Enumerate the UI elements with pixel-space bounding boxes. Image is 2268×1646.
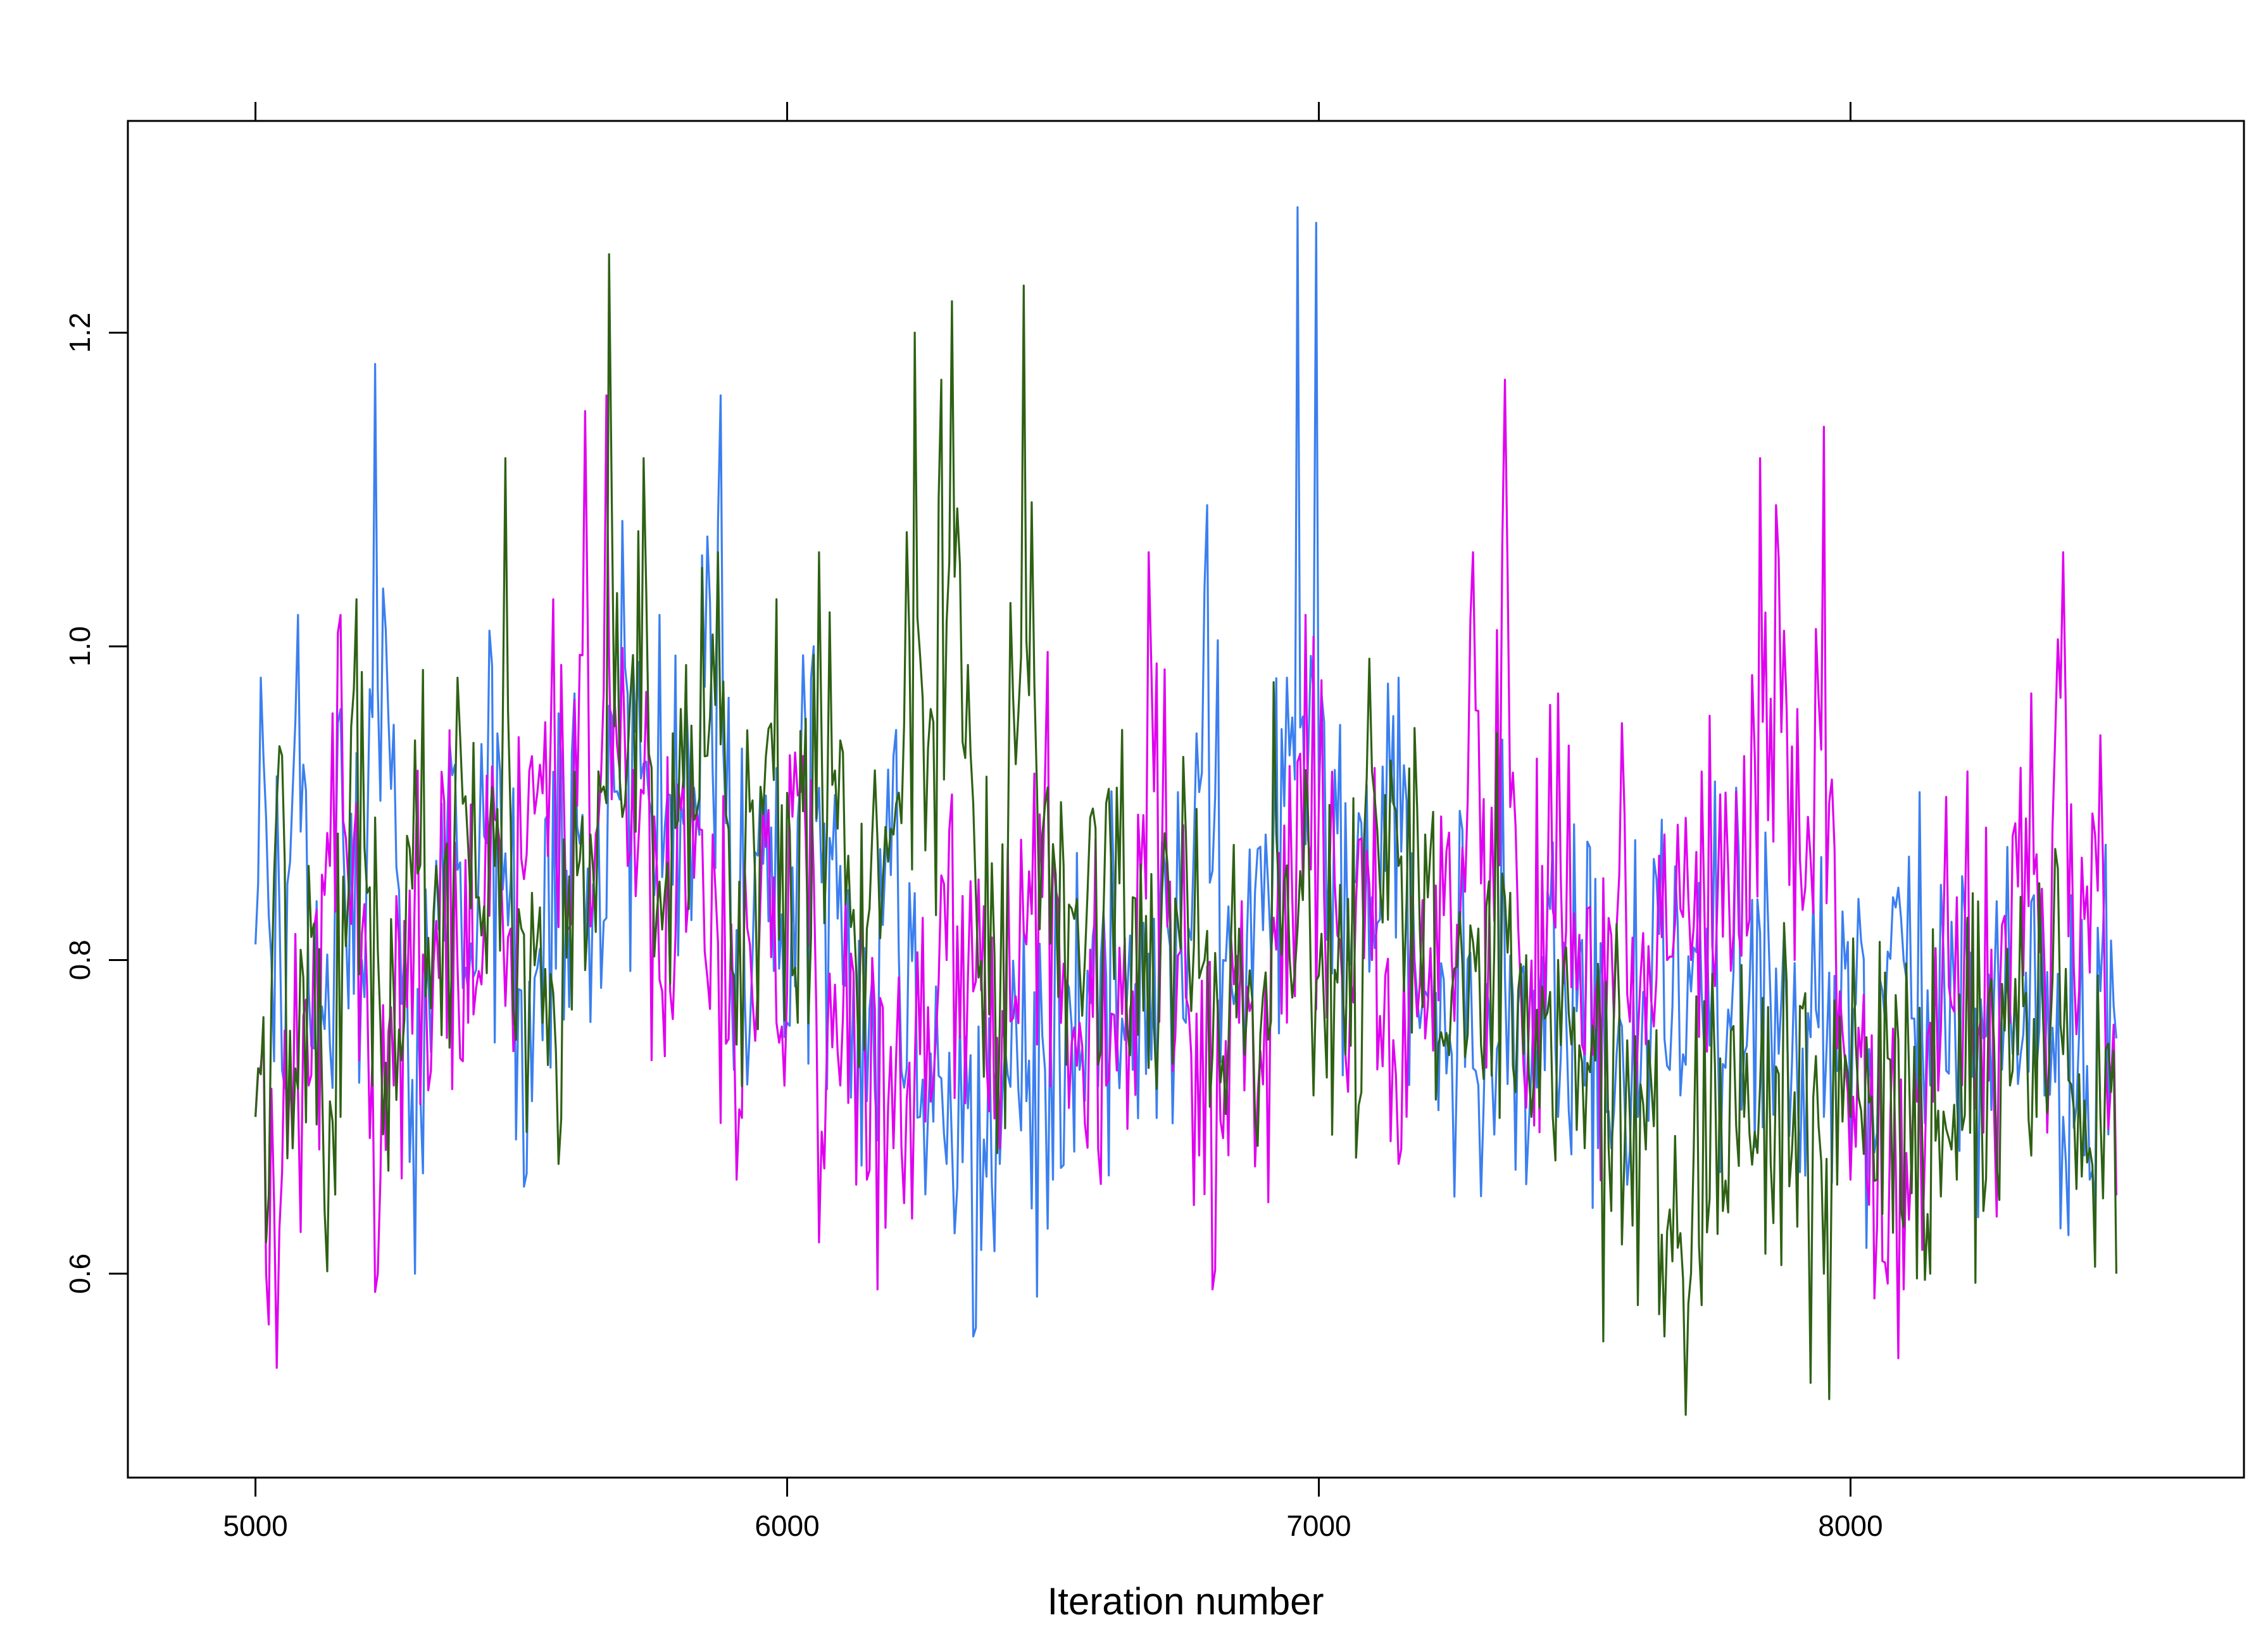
series-layer <box>254 206 2117 1416</box>
y-tick-label: 0.6 <box>63 1253 96 1294</box>
y-tick-label: 1.0 <box>63 626 96 667</box>
y-tick-label: 1.2 <box>63 312 96 353</box>
x-tick-label: 5000 <box>223 1509 287 1542</box>
x-tick-label: 6000 <box>755 1509 819 1542</box>
axis-layer: 5000 6000 7000 8000 0.6 0.8 1.0 1.2 <box>63 102 1883 1542</box>
series-line-3 <box>254 253 2117 1416</box>
y-tick-label: 0.8 <box>63 939 96 980</box>
x-tick-label: 7000 <box>1286 1509 1351 1542</box>
x-axis-title: Iteration number <box>1048 1580 1324 1623</box>
plot-frame <box>127 120 2245 1479</box>
x-tick-label: 8000 <box>1818 1509 1883 1542</box>
